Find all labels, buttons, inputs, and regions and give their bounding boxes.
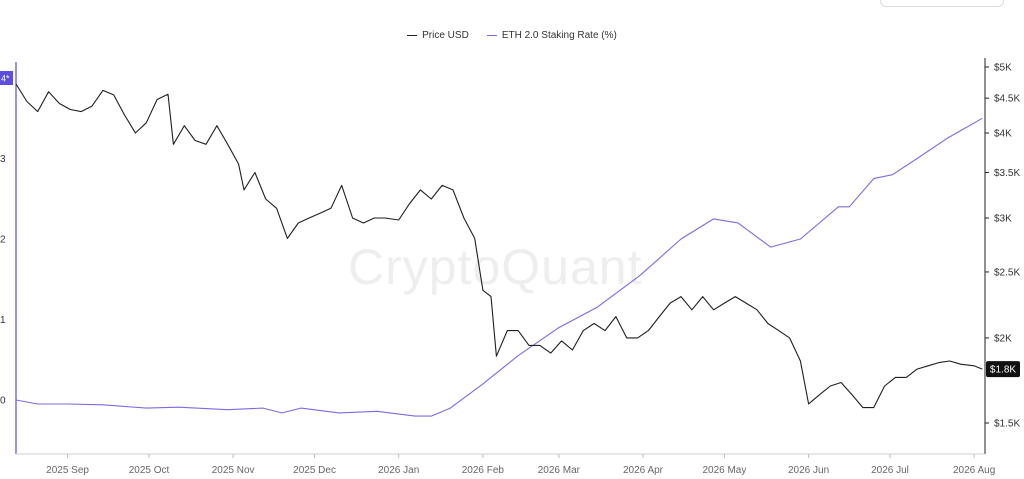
y-left-tick-label: 1 bbox=[0, 315, 6, 326]
x-tick-label: 2026 Mar bbox=[538, 465, 581, 476]
axes bbox=[15, 58, 989, 458]
y-left-tick-label: 3 bbox=[0, 154, 6, 165]
series-line-staking-rate bbox=[15, 117, 983, 417]
legend-swatch-price bbox=[407, 35, 418, 36]
x-tick-label: 2025 Oct bbox=[129, 465, 170, 476]
y-left-tick-label: 0 bbox=[0, 396, 6, 407]
x-tick-label: 2025 Sep bbox=[46, 465, 89, 476]
y-right-tick-label: $4.5K bbox=[994, 94, 1020, 105]
legend-item-price[interactable]: Price USD bbox=[407, 30, 469, 41]
y-right-tick-label: $5K bbox=[994, 63, 1012, 74]
x-tick-label: 2026 Aug bbox=[953, 465, 995, 476]
x-tick-label: 2025 Nov bbox=[212, 465, 255, 476]
legend: Price USD ETH 2.0 Staking Rate (%) bbox=[0, 30, 1024, 41]
labels-layer: 2025 Sep 2025 Oct 2025 Nov 2025 Dec 2026 Jan… bbox=[0, 63, 1020, 476]
x-tick-label: 2025 Dec bbox=[293, 465, 336, 476]
x-tick-label: 2026 Apr bbox=[623, 465, 664, 476]
legend-label-rate: ETH 2.0 Staking Rate (%) bbox=[501, 30, 617, 41]
y-right-tick-label: $2K bbox=[994, 333, 1012, 344]
x-tick-label: 2026 Feb bbox=[462, 465, 505, 476]
watermark: CryptoQuant bbox=[348, 239, 643, 295]
x-tick-label: 2026 Jun bbox=[788, 465, 829, 476]
y-right-tick-label: $4K bbox=[994, 128, 1012, 139]
price-badge-label: $1.8K bbox=[990, 365, 1016, 376]
legend-swatch-rate bbox=[486, 35, 497, 36]
legend-label-price: Price USD bbox=[422, 30, 469, 41]
series-layer bbox=[15, 83, 983, 417]
x-tick-label: 2026 Jan bbox=[378, 465, 419, 476]
y-right-tick-label: $2.5K bbox=[994, 267, 1020, 278]
series-line-price bbox=[15, 83, 983, 409]
left-marker-label: 4* bbox=[1, 74, 10, 84]
x-tick-label: 2026 Jul bbox=[871, 465, 909, 476]
price-badge bbox=[986, 361, 1020, 378]
y-right-tick-label: $3.5K bbox=[994, 168, 1020, 179]
x-tick-label: 2026 May bbox=[702, 465, 746, 476]
y-right-tick-label: $1.5K bbox=[994, 419, 1020, 430]
legend-item-rate[interactable]: ETH 2.0 Staking Rate (%) bbox=[486, 30, 617, 41]
y-left-tick-label: 2 bbox=[0, 235, 6, 246]
y-right-tick-label: $3K bbox=[994, 214, 1012, 225]
left-marker-badge bbox=[0, 71, 13, 85]
